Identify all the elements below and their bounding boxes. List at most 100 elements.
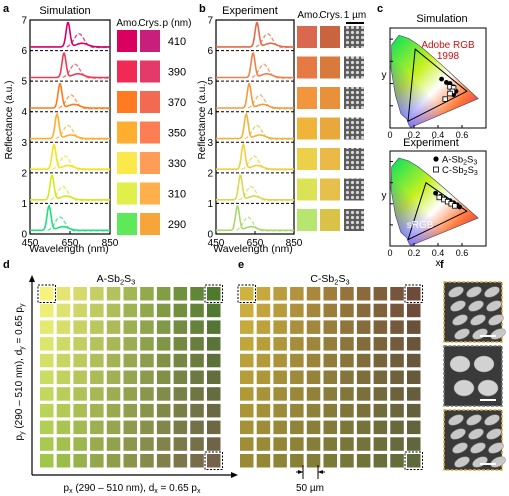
color-pixel: [140, 287, 154, 301]
panel-label-b: b: [199, 3, 206, 15]
color-pixel: [123, 353, 137, 368]
panel-d-grid: [37, 284, 223, 470]
nanopillar: [488, 314, 504, 326]
panel-label-c: c: [377, 3, 383, 15]
color-pixel: [106, 287, 121, 301]
color-pixel: [106, 370, 121, 384]
color-pixel: [306, 437, 321, 451]
gamut-triangle: [407, 48, 468, 123]
color-pixel: [190, 303, 204, 318]
color-pixel: [140, 353, 154, 368]
color-pixel: [90, 353, 104, 368]
color-pixel: [256, 387, 271, 401]
color-pixel: [90, 320, 104, 334]
color-pixel: [190, 387, 204, 401]
color-pixel: [373, 420, 388, 435]
nanopillar: [484, 286, 500, 298]
color-pixel: [273, 403, 287, 418]
color-pixel: [290, 303, 304, 318]
color-pixel: [407, 353, 421, 368]
panel-e-scale-head-right: [318, 470, 323, 474]
color-pixel: [190, 420, 204, 435]
nanopillar: [450, 428, 466, 440]
color-pixel: [90, 370, 104, 384]
color-pixel: [373, 303, 388, 318]
color-pixel: [407, 303, 421, 318]
color-pixel: [40, 420, 54, 435]
sem-image: [443, 345, 503, 407]
swatch-amorphous: [297, 209, 317, 231]
cie-ylabel: y: [382, 191, 387, 202]
color-pixel: [90, 337, 104, 351]
color-pixel: [256, 454, 271, 468]
panel-e-grid: [237, 284, 423, 470]
cie-ylabel: y: [382, 70, 387, 81]
color-pixel: [273, 287, 287, 301]
color-pixel: [323, 320, 337, 334]
color-pixel: [106, 437, 121, 451]
color-pixel: [407, 387, 421, 401]
swatch-amorphous: [117, 121, 137, 144]
swatch-crystalline: [140, 30, 160, 52]
color-pixel: [390, 403, 404, 418]
color-pixel: [73, 337, 87, 351]
panel-a-col-amo: Amo.: [116, 18, 139, 29]
color-pixel: [40, 337, 54, 351]
swatch-crystalline: [140, 182, 160, 205]
color-pixel: [273, 370, 287, 384]
color-pixel: [323, 353, 337, 368]
color-pixel: [306, 353, 321, 368]
color-pixel: [240, 403, 254, 418]
color-pixel: [407, 287, 421, 301]
x-tick-label: 0.6: [456, 130, 469, 140]
color-pixel: [306, 403, 321, 418]
panel-d-title: A-Sb2S3: [97, 273, 136, 287]
color-pixel: [123, 437, 137, 451]
nanopillar: [452, 442, 468, 454]
y-tick-label: 0: [21, 230, 27, 241]
panel-label-a: a: [3, 3, 10, 15]
color-pixel: [340, 353, 354, 368]
color-pixel: [290, 403, 304, 418]
crystalline-point: [442, 96, 448, 102]
nanopillar: [448, 414, 464, 426]
color-pixel: [340, 454, 354, 468]
swatch-amorphous: [297, 26, 317, 48]
color-pixel: [323, 403, 337, 418]
color-pixel: [40, 387, 54, 401]
color-pixel: [106, 387, 121, 401]
y-tick-label: 7: [207, 16, 213, 27]
color-pixel: [207, 454, 221, 468]
color-pixel: [123, 420, 137, 435]
panel-d-xlabel: px (290 – 510 nm), dx = 0.65 px: [64, 483, 201, 495]
color-pixel: [156, 420, 171, 435]
panel-label-f: f: [440, 259, 444, 271]
color-pixel: [256, 337, 271, 351]
highlight-box: [237, 284, 256, 303]
color-pixel: [407, 403, 421, 418]
swatch-crystalline: [320, 117, 340, 140]
color-pixel: [190, 403, 204, 418]
color-pixel: [240, 387, 254, 401]
color-pixel: [390, 420, 404, 435]
color-pixel: [106, 320, 121, 334]
color-pixel: [173, 370, 188, 384]
color-pixel: [256, 303, 271, 318]
color-pixel: [56, 353, 71, 368]
color-pixel: [390, 337, 404, 351]
x-tick-label: 0.4: [432, 130, 445, 140]
color-pixel: [207, 403, 221, 418]
swatch-amorphous: [117, 152, 137, 174]
x-tick-label: 0: [387, 248, 392, 258]
color-pixel: [306, 337, 321, 351]
series-amo-curve: [216, 205, 294, 232]
color-pixel: [273, 320, 287, 334]
y-tick-label: 3: [207, 138, 213, 149]
color-pixel: [390, 437, 404, 451]
color-pixel: [240, 337, 254, 351]
y-tick-label: 2: [207, 168, 213, 179]
color-pixel: [40, 437, 54, 451]
panel-b-xlabel: Wavelength (nm): [213, 243, 293, 255]
color-pixel: [123, 454, 137, 468]
